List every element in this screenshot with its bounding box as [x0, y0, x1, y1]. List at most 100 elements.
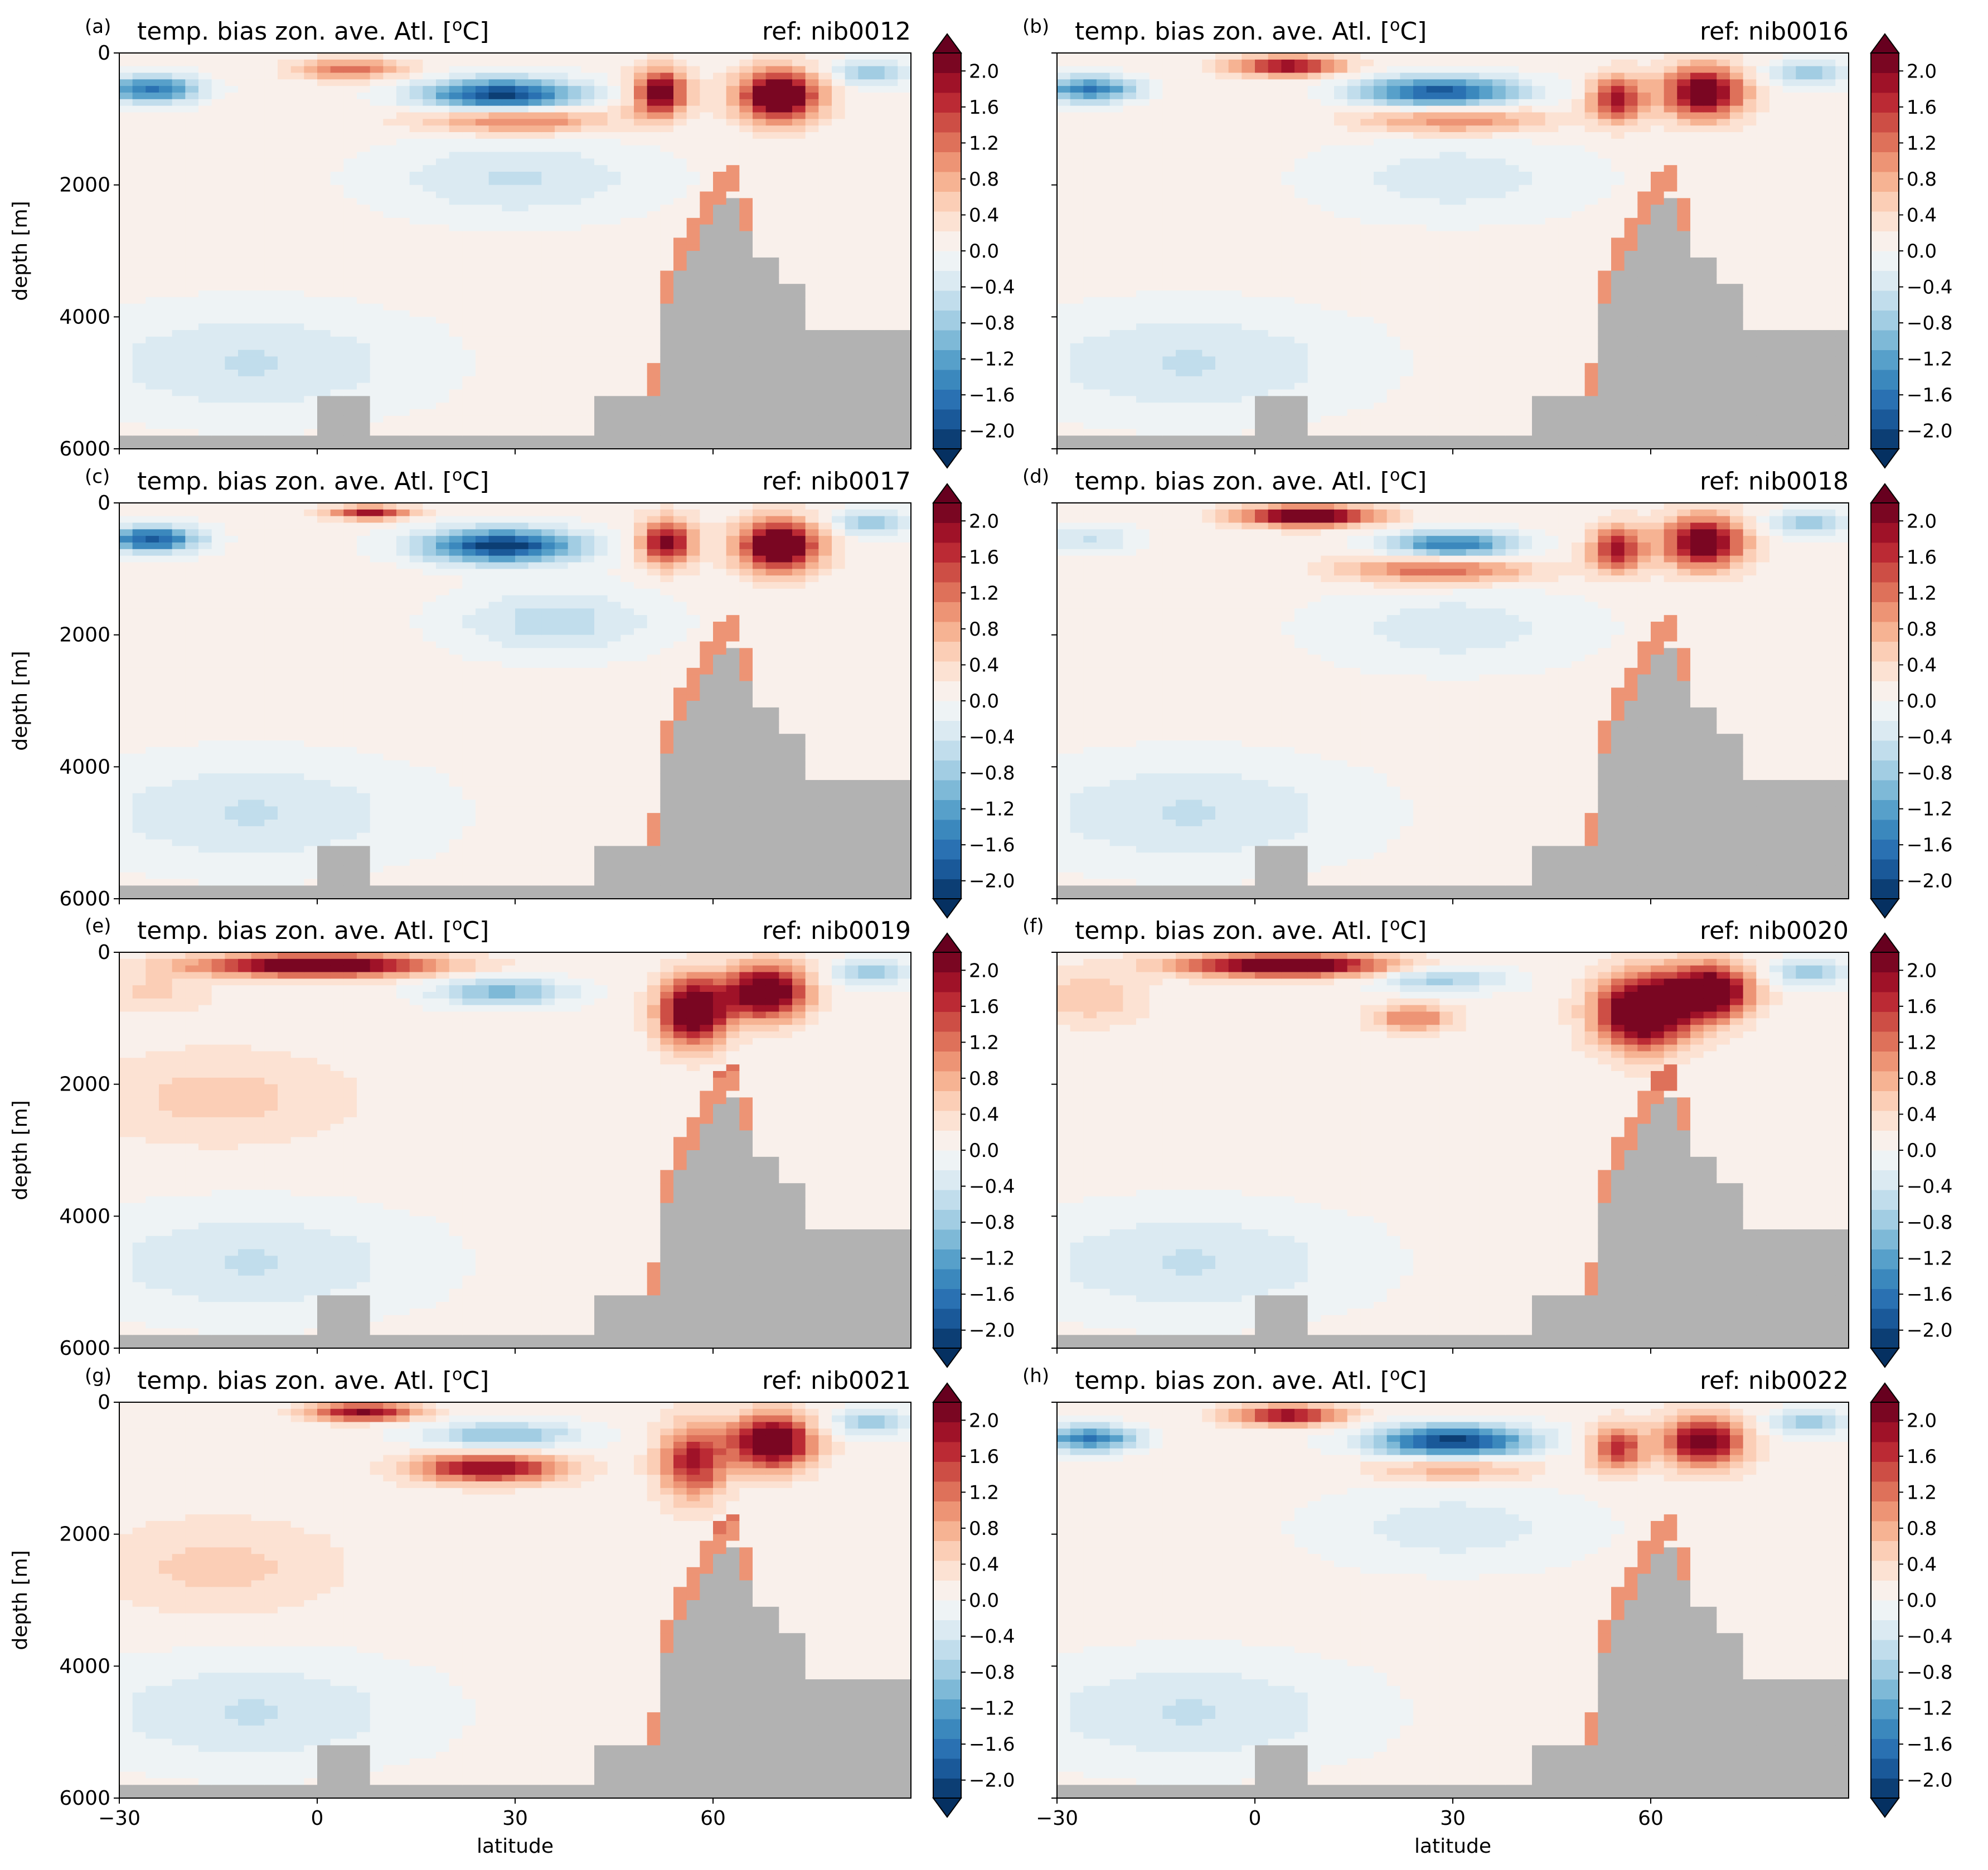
heatmap-cell [304, 185, 318, 192]
heatmap-cell [396, 429, 410, 436]
heatmap-cell [330, 251, 344, 258]
heatmap-cell [1307, 231, 1321, 238]
heatmap-cell [1334, 93, 1348, 100]
heatmap-cell [172, 105, 186, 113]
colorbar-segment [933, 211, 961, 231]
heatmap-cell [898, 264, 911, 272]
heatmap-cell [818, 376, 832, 384]
heatmap-cell [555, 290, 569, 298]
heatmap-cell [409, 185, 423, 192]
heatmap-cell [423, 396, 437, 403]
heatmap-cell [370, 132, 384, 139]
heatmap-cell [726, 429, 740, 436]
heatmap-cell [343, 376, 357, 384]
heatmap-cell [620, 317, 634, 324]
heatmap-cell [726, 244, 740, 251]
heatmap-cell [832, 211, 846, 219]
heatmap-cell [792, 251, 806, 258]
heatmap-cell [1136, 119, 1150, 126]
heatmap-cell [515, 132, 529, 139]
heatmap-cell [1255, 323, 1269, 331]
heatmap-cell [792, 350, 806, 357]
heatmap-cell [555, 442, 569, 449]
heatmap-cell [898, 350, 911, 357]
heatmap-cell [290, 217, 304, 225]
heatmap-cell [739, 238, 753, 245]
heatmap-cell [1176, 105, 1190, 113]
heatmap-cell [1334, 429, 1348, 436]
heatmap-cell [753, 297, 767, 304]
heatmap-cell [317, 284, 331, 291]
heatmap-cell [1070, 198, 1084, 205]
heatmap-cell [317, 422, 331, 430]
heatmap-cell [251, 105, 265, 113]
heatmap-cell [700, 356, 714, 364]
heatmap-cell [1083, 105, 1097, 113]
heatmap-cell [449, 191, 463, 198]
heatmap-cell [1307, 178, 1321, 186]
heatmap-cell [409, 165, 423, 172]
heatmap-cell [581, 330, 595, 337]
heatmap-cell [607, 125, 621, 133]
heatmap-cell [1189, 86, 1203, 93]
heatmap-cell [304, 238, 318, 245]
heatmap-cell [739, 152, 753, 159]
heatmap-cell [832, 297, 846, 304]
heatmap-cell [884, 211, 898, 219]
heatmap-cell [198, 396, 212, 403]
heatmap-cell [370, 165, 384, 172]
heatmap-cell [581, 178, 595, 186]
heatmap-cell [1242, 93, 1255, 100]
heatmap-cell [832, 429, 846, 436]
heatmap-cell [1255, 119, 1269, 126]
heatmap-cell [581, 356, 595, 364]
heatmap-cell [858, 297, 872, 304]
heatmap-cell [1281, 231, 1295, 238]
heatmap-cell [1136, 185, 1150, 192]
heatmap-cell [832, 112, 846, 119]
heatmap-cell [1242, 217, 1255, 225]
heatmap-cell [1294, 382, 1308, 390]
heatmap-cell [1281, 198, 1295, 205]
heatmap-cell [555, 138, 569, 146]
heatmap-cell [607, 396, 621, 403]
heatmap-cell [700, 79, 714, 86]
heatmap-cell [753, 303, 767, 311]
heatmap-cell [541, 330, 555, 337]
heatmap-cell [1215, 429, 1229, 436]
heatmap-cell [343, 382, 357, 390]
heatmap-cell [462, 257, 476, 265]
heatmap-cell [568, 93, 581, 100]
heatmap-cell [647, 125, 661, 133]
heatmap-cell [555, 330, 569, 337]
heatmap-cell [502, 415, 516, 423]
heatmap-cell [198, 415, 212, 423]
heatmap-cell [476, 429, 489, 436]
heatmap-cell [251, 53, 265, 60]
heatmap-cell [436, 191, 450, 198]
heatmap-cell [1268, 277, 1282, 284]
heatmap-cell [871, 172, 885, 179]
heatmap-cell [1334, 284, 1348, 291]
heatmap-cell [607, 415, 621, 423]
heatmap-cell [871, 356, 885, 364]
heatmap-cell [607, 105, 621, 113]
heatmap-cell [620, 310, 634, 317]
heatmap-cell [317, 277, 331, 284]
heatmap-cell [476, 270, 489, 278]
heatmap-cell [290, 119, 304, 126]
heatmap-cell [423, 297, 437, 304]
heatmap-cell [1334, 231, 1348, 238]
heatmap-cell [1136, 382, 1150, 390]
heatmap-cell [739, 323, 753, 331]
heatmap-cell [1123, 99, 1137, 106]
heatmap-cell [805, 53, 819, 60]
heatmap-cell [713, 217, 727, 225]
heatmap-cell [515, 251, 529, 258]
heatmap-cell [1189, 99, 1203, 106]
heatmap-cell [476, 185, 489, 192]
heatmap-cell [357, 112, 371, 119]
heatmap-cell [832, 185, 846, 192]
heatmap-cell [700, 138, 714, 146]
heatmap-cell [304, 409, 318, 416]
